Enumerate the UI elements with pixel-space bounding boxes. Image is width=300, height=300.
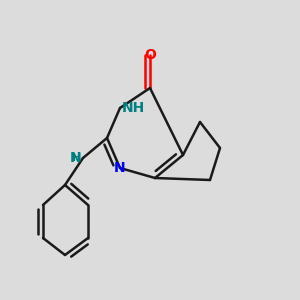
Text: NH: NH — [122, 101, 145, 115]
Text: N: N — [69, 151, 81, 165]
Text: N: N — [114, 161, 126, 175]
Text: O: O — [144, 48, 156, 62]
Text: H: H — [72, 153, 81, 163]
